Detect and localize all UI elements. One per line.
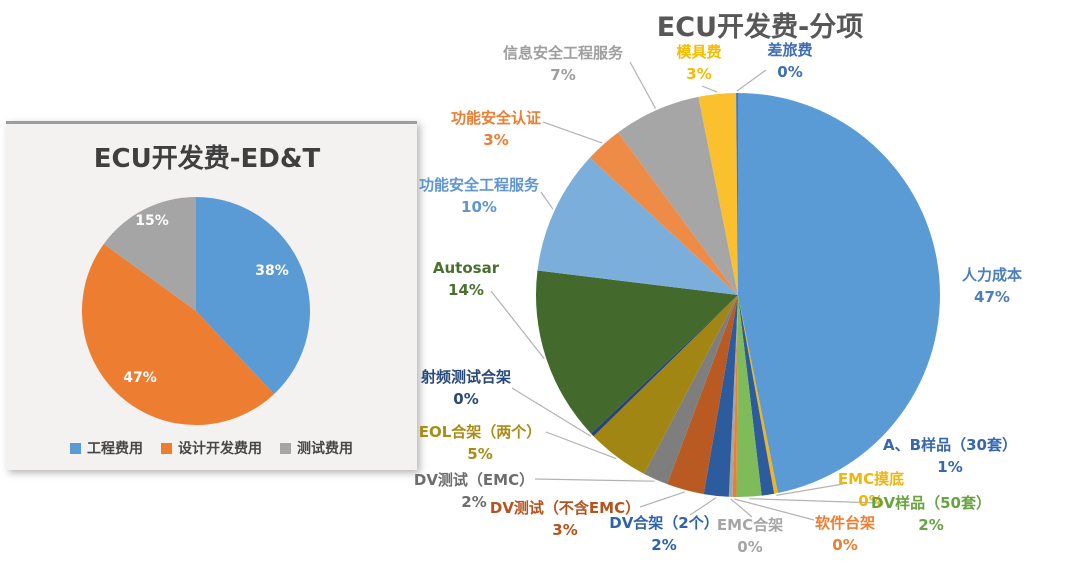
pie-label-dv-bench: DV合架（2个） 2% <box>609 514 719 554</box>
leader-line-15 <box>701 85 718 93</box>
legend-label: 设计开发费用 <box>178 441 262 457</box>
pie-slice-1 <box>738 295 778 494</box>
pie-label-dv-test-no-emc: DV测试（不含EMC） 3% <box>489 499 641 539</box>
leader-line-14 <box>629 61 657 109</box>
leader-line-3 <box>749 498 879 504</box>
pie-slice-15 <box>698 93 738 295</box>
legend-swatch-gray <box>280 442 291 454</box>
right-chart-title: ECU开发费-分项 <box>656 12 864 43</box>
pie-label-ab-sample: A、B样品（30套） 1% <box>883 436 1017 476</box>
pie-label-dv-test-emc: DV测试（EMC） 2% <box>413 471 535 511</box>
pie-slice-11 <box>535 270 738 434</box>
pie-label-infosec: 信息安全工程服务 7% <box>502 44 624 84</box>
pie-label-emc-bench: EMC合架 0% <box>716 516 784 556</box>
pie-label-renli: 人力成本 47% <box>961 266 1023 306</box>
pie-slice-16 <box>736 93 738 295</box>
right-pie <box>535 93 940 497</box>
leader-line-11 <box>490 290 545 359</box>
pie-slice-13 <box>589 132 738 295</box>
pie-slice-5 <box>728 295 738 497</box>
legend-item: 测试费用 <box>280 438 353 458</box>
pie-slice-6 <box>703 295 738 497</box>
left-chart-title: ECU开发费-ED&T <box>93 144 321 174</box>
pie-slice-10 <box>590 295 738 437</box>
pie-label-software-bench: 软件台架 0% <box>814 514 876 554</box>
pie-slice-8 <box>644 295 738 485</box>
leader-line-6 <box>689 497 717 516</box>
pie-slice-3 <box>736 295 762 497</box>
leader-line-12 <box>540 191 554 210</box>
pie-slice-9 <box>593 295 738 474</box>
left-slice-value-1: 47% <box>123 370 157 386</box>
legend-label: 测试费用 <box>297 441 353 457</box>
leader-line-16 <box>736 69 767 92</box>
leader-line-4 <box>734 498 815 521</box>
leader-line-10 <box>511 387 592 437</box>
pie-label-autosar: Autosar 14% <box>432 259 500 299</box>
pie-label-rf-test-bench: 射频测试合架 0% <box>420 368 512 408</box>
left-chart-legend: 工程费用 设计开发费用 测试费用 <box>6 438 417 458</box>
leader-line-9 <box>545 431 617 460</box>
left-slice-value-2: 15% <box>135 213 169 229</box>
legend-swatch-blue <box>70 442 81 454</box>
left-pie <box>81 196 310 426</box>
pie-slice-1 <box>81 243 275 426</box>
pie-label-travel-fee: 差旅费 0% <box>767 41 813 81</box>
legend-item: 设计开发费用 <box>161 438 262 458</box>
pie-slice-2 <box>738 295 775 496</box>
pie-label-fs-engineering: 功能安全工程服务 10% <box>418 176 540 216</box>
pie-slice-2 <box>103 196 196 311</box>
left-slice-value-0: 38% <box>255 263 289 279</box>
pie-slice-12 <box>537 157 738 295</box>
pie-label-dv-sample: DV样品（50套） 2% <box>871 494 991 534</box>
pie-slice-14 <box>618 96 738 295</box>
pie-label-eol-bench: EOL合架（两个） 5% <box>418 423 542 463</box>
leader-line-13 <box>542 121 603 144</box>
pie-slice-0 <box>738 93 940 494</box>
pie-label-emc-modi: EMC摸底 0% <box>837 470 905 510</box>
pie-slice-7 <box>667 295 738 495</box>
leader-lines <box>490 61 879 521</box>
legend-item: 工程费用 <box>70 438 143 458</box>
pie-label-mold-fee: 模具费 3% <box>676 43 722 83</box>
legend-label: 工程费用 <box>87 441 143 457</box>
pie-slice-4 <box>732 295 738 497</box>
pie-label-fs-cert: 功能安全认证 3% <box>450 109 542 149</box>
leader-line-8 <box>534 478 655 482</box>
legend-swatch-orange <box>161 442 172 454</box>
leader-line-1 <box>776 483 844 496</box>
pie-slice-0 <box>196 197 310 395</box>
leader-line-7 <box>639 491 685 508</box>
leader-line-5 <box>730 498 753 518</box>
